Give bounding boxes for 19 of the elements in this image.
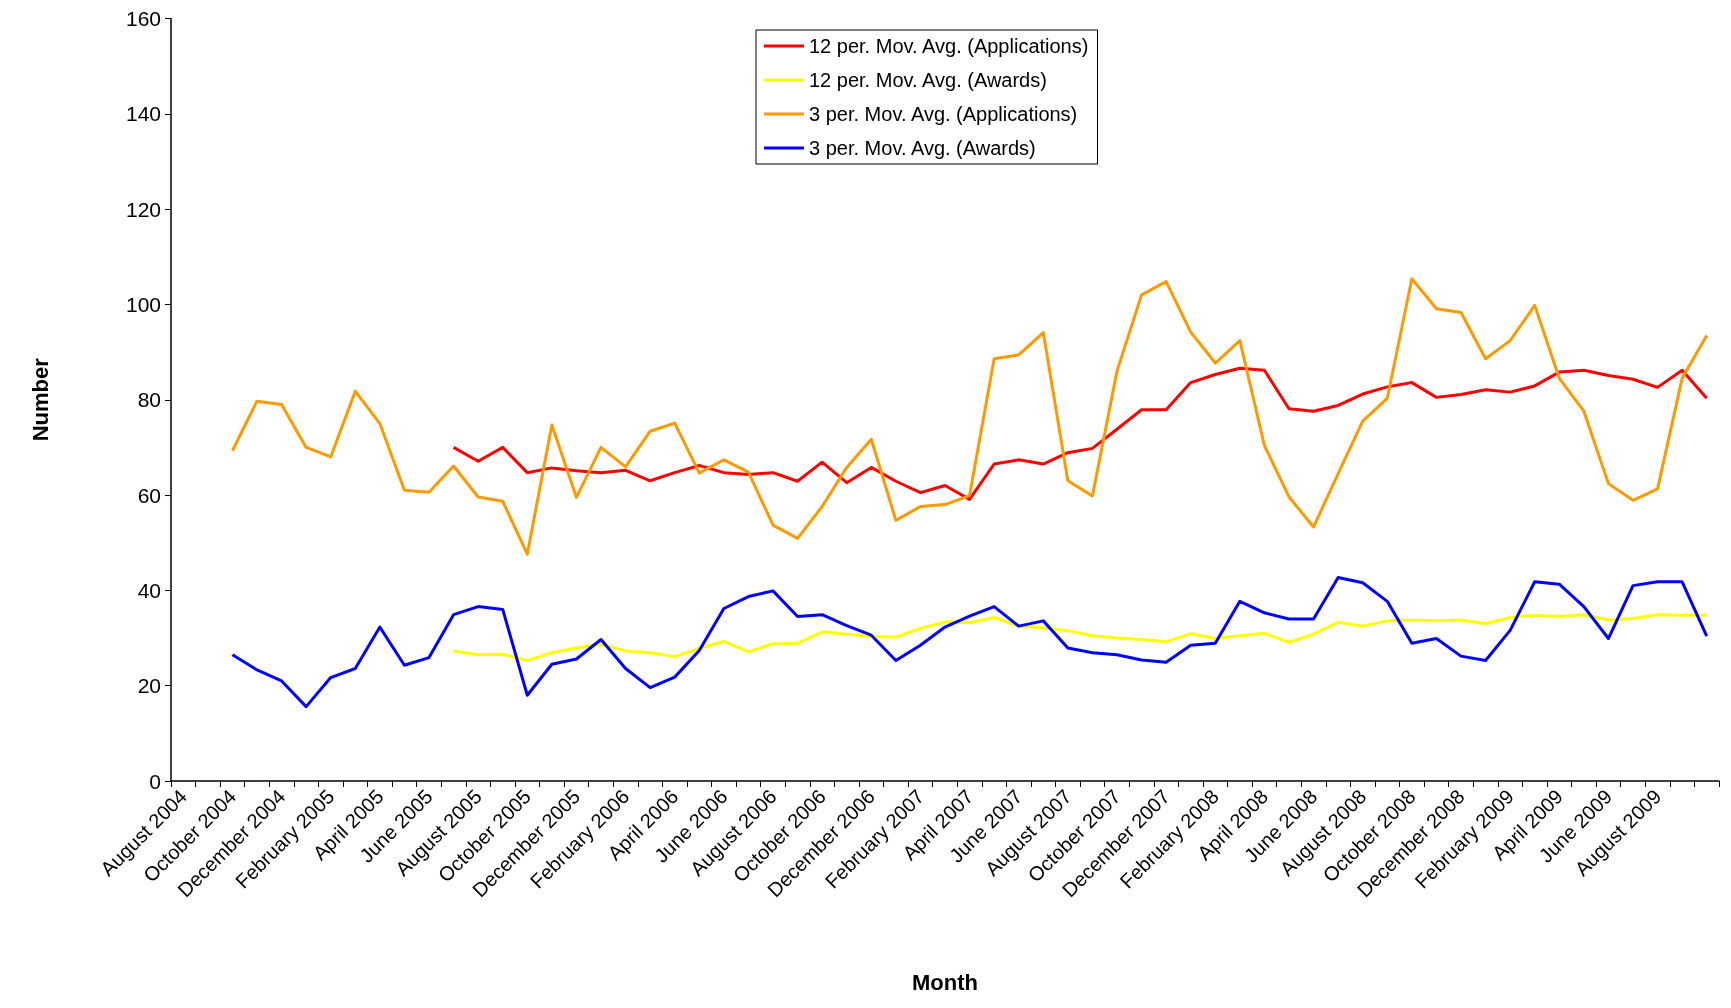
line-series (452, 366, 1709, 501)
line-series (452, 613, 1709, 662)
y-tick-label: 160 (125, 7, 161, 30)
line-series (230, 277, 1709, 556)
legend-label: 12 per. Mov. Avg. (Awards) (809, 69, 1047, 91)
y-tick-label: 100 (125, 292, 161, 316)
y-tick-label: 20 (137, 674, 161, 698)
x-axis-title: Month (912, 969, 978, 995)
legend-label: 3 per. Mov. Avg. (Awards) (809, 137, 1036, 159)
y-tick-label: 60 (137, 483, 161, 507)
legend-label: 3 per. Mov. Avg. (Applications) (809, 103, 1078, 125)
y-tick-label: 80 (137, 388, 161, 412)
y-axis-title: Number (27, 357, 53, 442)
y-tick-label: 120 (125, 197, 161, 221)
y-tick-label: 140 (125, 102, 161, 126)
legend-label: 12 per. Mov. Avg. (Applications) (809, 35, 1089, 57)
line-series (230, 576, 1709, 709)
y-tick-label: 40 (137, 578, 161, 602)
y-tick-label: 0 (149, 769, 161, 793)
